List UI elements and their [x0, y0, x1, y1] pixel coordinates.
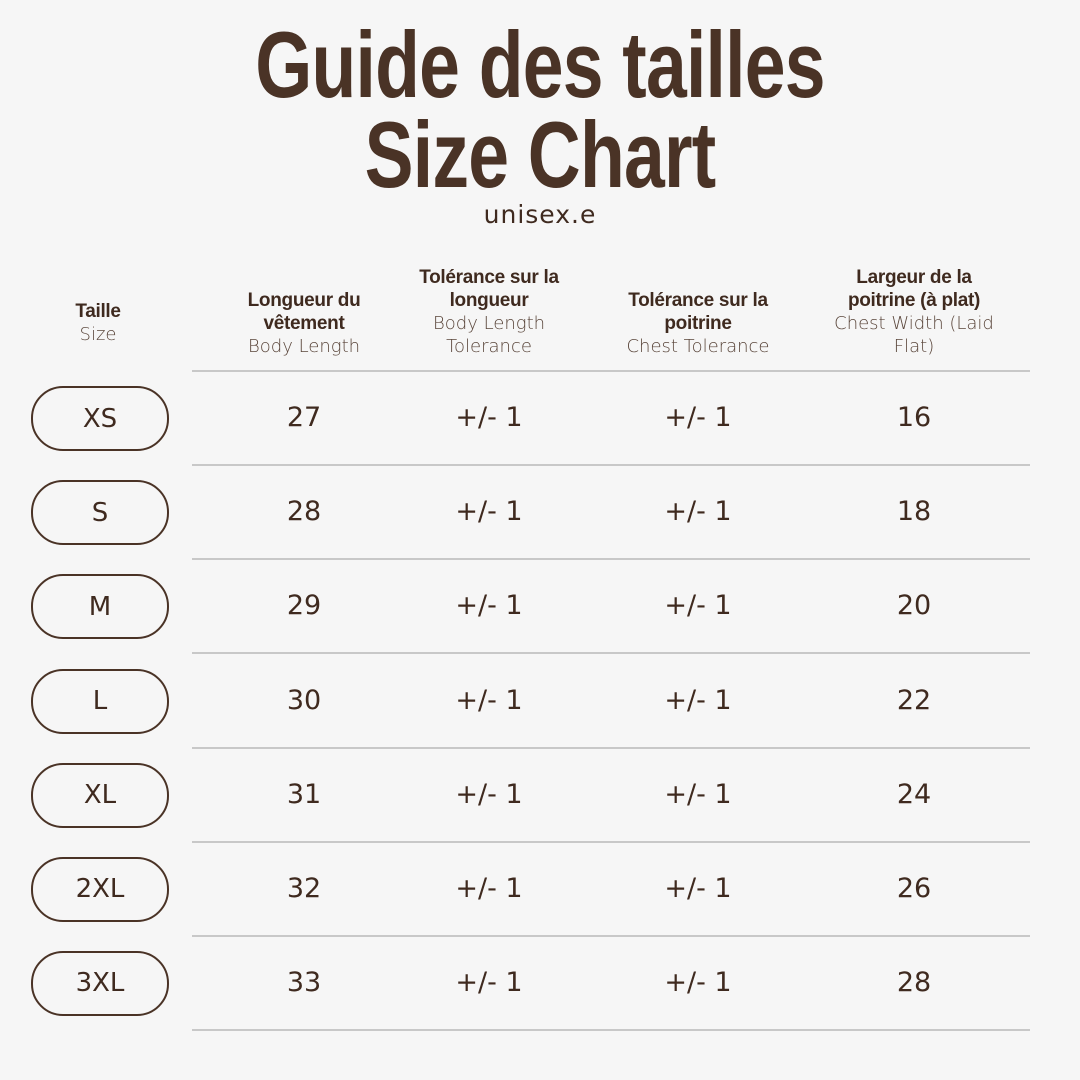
- header-fr: Taille: [75, 301, 121, 322]
- table-cell: 18: [896, 496, 932, 528]
- table-cell: +/- 1: [664, 684, 732, 716]
- header-fr: Tolérance sur la longueur: [419, 267, 559, 311]
- title: Size Chart: [364, 102, 717, 207]
- size-pill: XL: [31, 762, 169, 828]
- size-pill: S: [31, 480, 169, 546]
- size-pill: 2XL: [31, 856, 169, 922]
- row-divider: [192, 840, 1030, 843]
- size-pill: M: [31, 574, 169, 640]
- size-pill: 3XL: [31, 950, 169, 1016]
- table-cell: 24: [896, 778, 932, 810]
- column-header: Tolérance sur la longueur Body Length Tol…: [399, 266, 579, 358]
- table-cell: 33: [286, 966, 322, 998]
- column-header: Tolérance sur la poitrine Chest Tolerance: [608, 289, 788, 358]
- header-divider: [192, 370, 1030, 372]
- table-cell: 28: [286, 496, 322, 528]
- row-divider: [192, 934, 1030, 937]
- table-cell: +/- 1: [664, 402, 732, 434]
- table-cell: 32: [286, 872, 322, 904]
- table-cell: +/- 1: [664, 966, 732, 998]
- table-cell: 16: [896, 402, 932, 434]
- header-en: Chest Tolerance: [626, 336, 770, 357]
- header-fr: Tolérance sur la poitrine: [628, 290, 768, 334]
- table-cell: +/- 1: [664, 590, 732, 622]
- table-cell: +/- 1: [455, 966, 523, 998]
- column-header: Largeur de la poitrine (à plat) Chest Wid…: [824, 266, 1004, 358]
- header-en: Body Length: [247, 336, 361, 357]
- table-cell: 22: [896, 684, 932, 716]
- row-divider: [192, 558, 1030, 561]
- table-cell: 29: [286, 590, 322, 622]
- subtitle: unisex.e: [483, 200, 597, 229]
- table-cell: 20: [896, 590, 932, 622]
- table-cell: +/- 1: [455, 402, 523, 434]
- table-cell: +/- 1: [455, 590, 523, 622]
- column-header: Taille Size: [38, 300, 158, 346]
- column-header: Longueur du vêtement Body Length: [214, 289, 394, 358]
- header-en: Chest Width (Laid Flat): [834, 313, 994, 357]
- row-divider: [192, 464, 1030, 467]
- row-divider: [192, 746, 1030, 749]
- table-cell: 30: [286, 684, 322, 716]
- size-pill: L: [31, 668, 169, 734]
- table-cell: 27: [286, 402, 322, 434]
- table-cell: +/- 1: [664, 872, 732, 904]
- header-fr: Largeur de la poitrine (à plat): [847, 267, 981, 311]
- table-cell: 31: [286, 778, 322, 810]
- header-en: Size: [79, 324, 117, 345]
- title: Guide des tailles: [255, 12, 825, 117]
- header-en: Body Length Tolerance: [432, 313, 546, 357]
- table-cell: +/- 1: [455, 496, 523, 528]
- table-cell: 26: [896, 872, 932, 904]
- table-cell: 28: [896, 966, 932, 998]
- row-divider: [192, 1029, 1030, 1031]
- table-cell: +/- 1: [455, 872, 523, 904]
- size-pill: XS: [31, 386, 169, 452]
- table-cell: +/- 1: [455, 778, 523, 810]
- table-cell: +/- 1: [664, 496, 732, 528]
- row-divider: [192, 652, 1030, 655]
- table-cell: +/- 1: [455, 684, 523, 716]
- header-fr: Longueur du vêtement: [247, 290, 361, 334]
- table-cell: +/- 1: [664, 778, 732, 810]
